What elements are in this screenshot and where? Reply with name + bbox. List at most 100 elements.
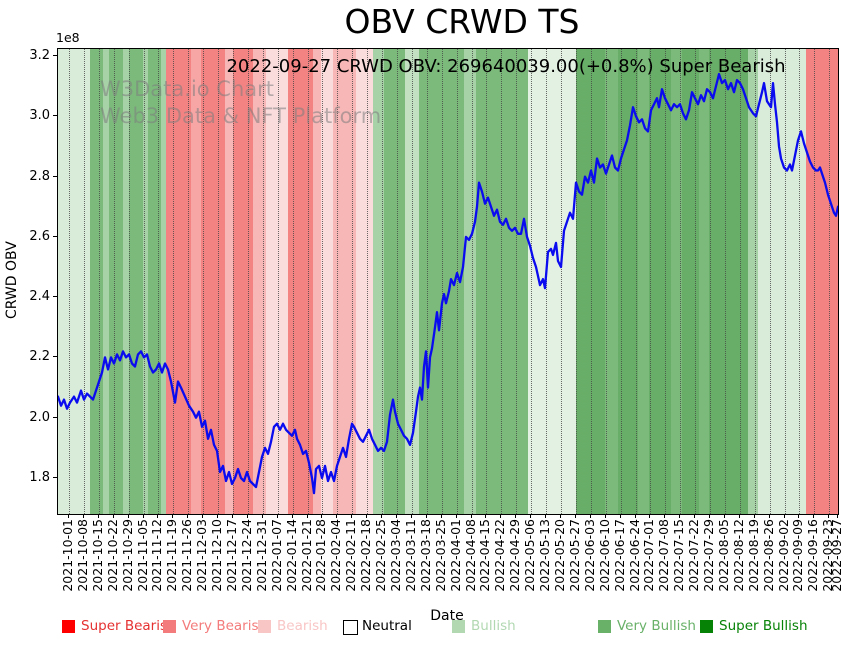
x-tick-label: 2022-05-20 [551,519,567,592]
x-tick-mark [470,514,472,518]
gridline [590,49,592,514]
legend-swatch [343,620,358,635]
gridline [575,49,577,514]
gridline [620,49,622,514]
sentiment-band [143,49,148,514]
gridline [769,49,771,514]
gridline [203,49,205,514]
x-tick-mark [634,514,636,518]
sentiment-band [161,49,166,514]
gridline [233,49,234,514]
x-tick-mark [649,514,651,518]
sentiment-band [748,49,758,514]
x-tick-label: 2021-10-01 [60,519,75,592]
x-tick-label: 2022-01-28 [313,519,329,592]
x-tick-label: 2022-03-11 [402,519,418,592]
x-tick-mark [157,514,159,518]
x-tick-mark [425,514,427,518]
x-tick-label: 2022-02-04 [328,519,344,592]
x-tick-mark [381,514,382,518]
legend-label: Super Bullish [719,618,808,634]
x-tick-mark [246,514,248,518]
x-tick-mark [545,514,546,518]
gridline [799,49,801,514]
x-tick-mark [664,514,666,518]
x-tick-label: 2022-08-19 [745,519,761,592]
sentiment-band [356,49,374,514]
x-tick-label: 2022-07-29 [701,519,716,592]
y-tick-mark [53,477,57,478]
x-tick-label: 2022-08-05 [715,519,731,592]
sentiment-band [165,49,192,514]
y-tick-label: 2.4 [29,289,50,305]
x-tick-mark [276,514,278,518]
x-tick-label: 2022-04-01 [447,519,463,592]
annotation-text: 2022-09-27 CRWD OBV: 269640039.00(+0.8%)… [226,56,786,77]
x-tick-label: 2022-02-25 [373,519,388,592]
x-tick-label: 2022-04-15 [477,519,493,592]
x-tick-mark [837,514,838,518]
x-tick-mark [589,514,591,518]
gridline [158,49,160,514]
x-tick-mark [217,514,219,518]
x-tick-mark [619,514,621,518]
x-tick-mark [127,514,129,518]
sentiment-band [528,49,576,514]
x-tick-label: 2022-06-03 [581,519,597,592]
x-tick-mark [82,514,84,518]
x-tick-label: 2021-10-15 [89,519,105,592]
x-tick-label: 2022-05-27 [566,519,582,592]
x-tick-mark [440,514,442,518]
x-tick-mark [187,514,189,518]
x-tick-mark [679,514,681,518]
gridline [352,49,354,514]
y-tick-mark [53,235,57,237]
x-tick-mark [68,514,69,518]
gridline [695,49,697,514]
gridline [829,49,831,514]
legend-label: Neutral [362,618,412,634]
gridline [382,49,383,514]
x-tick-label: 2022-04-29 [507,519,523,592]
sentiment-band [575,49,605,514]
x-tick-label: 2022-09-16 [805,519,821,592]
x-tick-label: 2022-03-04 [388,519,403,592]
x-tick-mark [321,514,323,518]
gridline [724,49,726,514]
y-tick-label: 2.6 [29,228,50,244]
sentiment-band [699,49,710,514]
x-tick-label: 2022-09-09 [790,519,806,592]
gridline [739,49,741,514]
x-tick-label: 2022-06-10 [596,519,612,592]
x-tick-mark [97,514,99,518]
y-tick-label: 2.0 [29,409,50,425]
legend-label: Super Bearish [81,618,176,634]
legend-swatch [163,620,176,633]
x-tick-label: 2022-05-06 [522,519,538,592]
x-tick-label: 2022-01-21 [298,519,314,592]
gridline [247,49,249,514]
x-tick-mark [485,514,487,518]
sentiment-band [806,49,838,514]
sentiment-band [384,49,406,514]
x-tick-label: 2022-06-17 [611,519,627,592]
x-tick-mark [336,514,338,518]
legend-label: Very Bearish [182,618,268,634]
obv-line [58,72,838,495]
x-tick-label: 2022-08-26 [760,519,776,592]
sentiment-band [757,49,807,514]
gridline [69,49,70,514]
sentiment-band [224,49,233,514]
gridline [307,49,309,514]
y-tick-mark [53,55,57,56]
x-tick-mark [291,514,293,518]
y-tick-label: 2.8 [29,168,50,184]
x-tick-mark [515,514,517,518]
sentiment-band [709,49,749,514]
x-tick-label: 2022-09-27 [829,519,844,592]
gridline [650,49,652,514]
x-tick-label: 2021-10-22 [104,519,120,592]
y-axis-exponent-label: 1e8 [56,30,80,45]
x-tick-mark [574,514,576,518]
legend-label: Bullish [471,618,516,634]
